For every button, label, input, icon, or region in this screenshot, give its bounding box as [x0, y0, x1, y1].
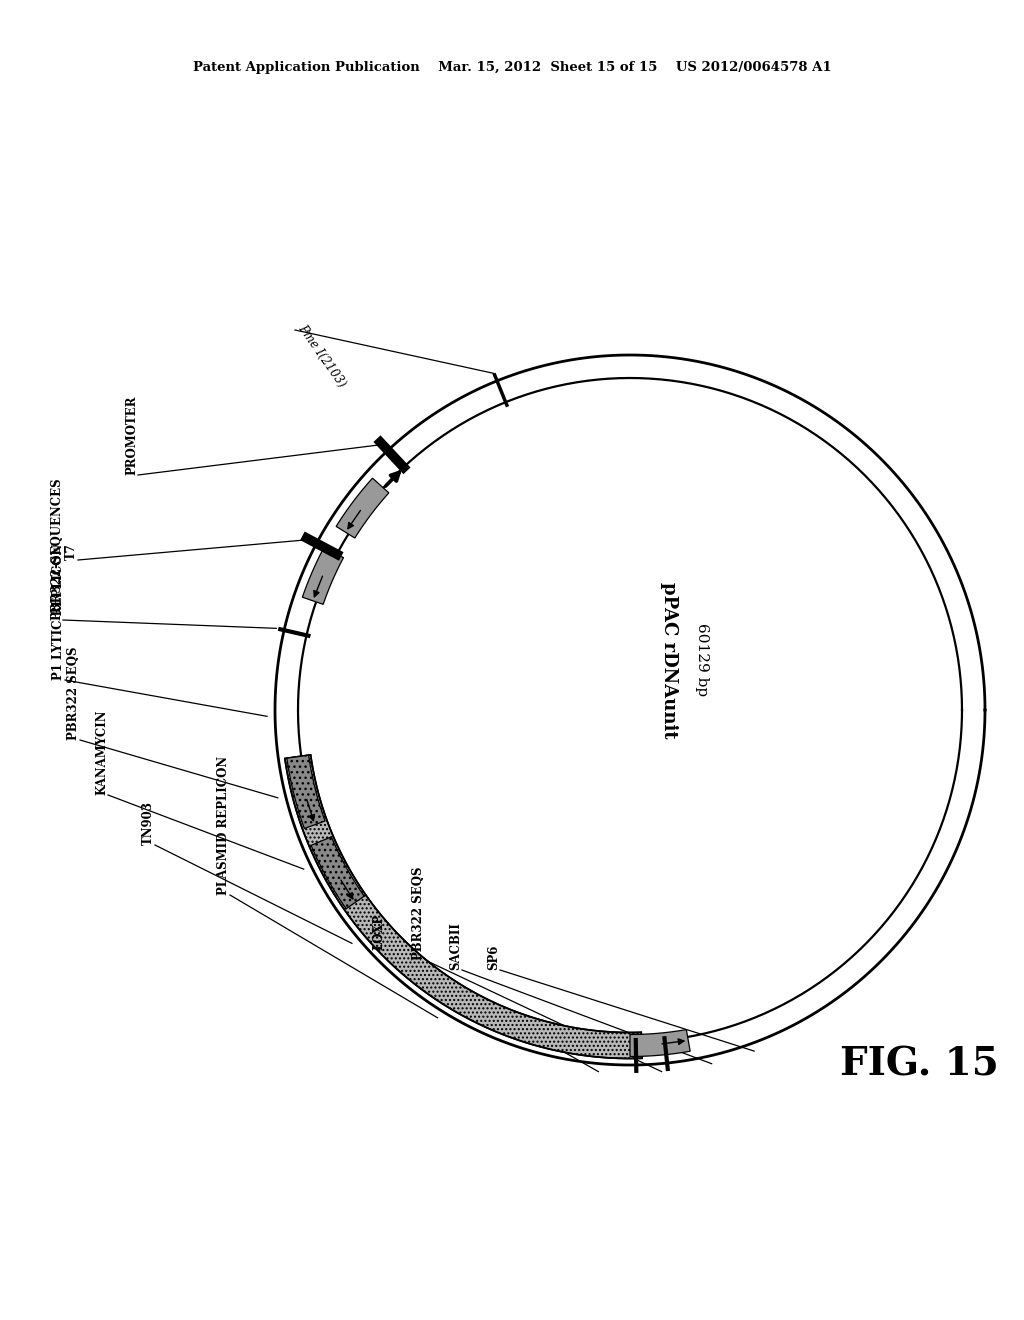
- Text: Patent Application Publication    Mar. 15, 2012  Sheet 15 of 15    US 2012/00645: Patent Application Publication Mar. 15, …: [193, 62, 831, 74]
- Polygon shape: [336, 478, 389, 539]
- Text: PBR322-SEQUENCES: PBR322-SEQUENCES: [50, 478, 63, 620]
- Text: PBR322 SEQS: PBR322 SEQS: [412, 866, 425, 960]
- Text: SACBII: SACBII: [449, 923, 462, 970]
- Text: FIG. 15: FIG. 15: [840, 1045, 998, 1084]
- Polygon shape: [285, 755, 642, 1059]
- Polygon shape: [302, 548, 343, 605]
- Text: TN903: TN903: [142, 801, 155, 845]
- Polygon shape: [311, 837, 365, 908]
- Text: PBR322 SEQS: PBR322 SEQS: [67, 647, 80, 741]
- Text: KANAMYCIN: KANAMYCIN: [95, 710, 108, 795]
- Text: SP6: SP6: [487, 945, 500, 970]
- Text: P1 LYTIC REPLICON: P1 LYTIC REPLICON: [52, 544, 65, 680]
- Text: LOXP: LOXP: [372, 913, 385, 950]
- Text: pPAC rDNAunit: pPAC rDNAunit: [660, 582, 678, 738]
- Text: PLASMID REPLICON: PLASMID REPLICON: [217, 756, 230, 895]
- Text: T7: T7: [65, 543, 78, 560]
- Text: PROMOTER: PROMOTER: [125, 396, 138, 475]
- Polygon shape: [630, 1030, 690, 1056]
- Text: Pme I(2103): Pme I(2103): [295, 322, 348, 391]
- Text: 60129 bp: 60129 bp: [695, 623, 709, 697]
- Polygon shape: [287, 755, 325, 829]
